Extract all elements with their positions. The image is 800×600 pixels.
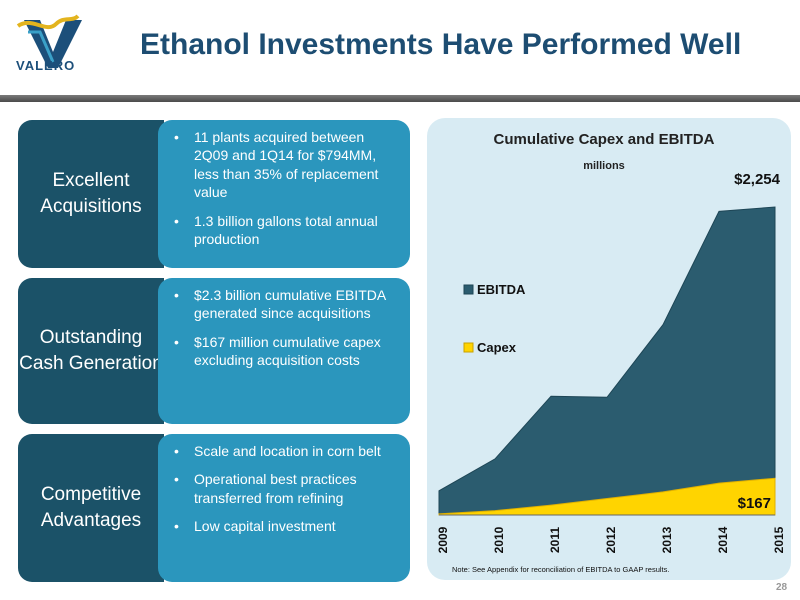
legend-label-capex: Capex <box>477 340 517 355</box>
section-label-cash-generation: Outstanding Cash Generation <box>18 278 164 424</box>
bullet-item: Scale and location in corn belt <box>174 442 400 461</box>
bullet-item: 1.3 billion gallons total annual product… <box>174 212 400 249</box>
section-bullets-acquisitions: 11 plants acquired between 2Q09 and 1Q14… <box>158 120 410 268</box>
bullet-item: 11 plants acquired between 2Q09 and 1Q14… <box>174 128 400 202</box>
bullet-item: Low capital investment <box>174 517 400 536</box>
page-number: 28 <box>776 582 788 593</box>
legend-swatch-ebitda <box>463 284 474 295</box>
page-title: Ethanol Investments Have Performed Well <box>140 28 742 61</box>
annotation-ebitda-total: $2,254 <box>734 171 781 188</box>
legend-swatch-capex <box>463 342 474 353</box>
legend-label-ebitda: EBITDA <box>477 282 526 297</box>
x-tick-label: 2010 <box>492 526 506 553</box>
x-tick-label: 2009 <box>436 526 450 553</box>
footnote: Note: See Appendix for reconciliation of… <box>452 565 670 574</box>
chart-title: Cumulative Capex and EBITDA <box>493 131 715 148</box>
x-tick-label: 2013 <box>660 526 674 553</box>
bullet-item: $167 million cumulative capex excluding … <box>174 333 400 370</box>
chart-subtitle: millions <box>583 160 625 172</box>
x-tick-label: 2011 <box>548 527 562 553</box>
area-series-ebitda <box>438 206 776 516</box>
header-divider <box>0 95 800 102</box>
section-label-acquisitions: Excellent Acquisitions <box>18 120 164 268</box>
section-bullets-cash-generation: $2.3 billion cumulative EBITDA generated… <box>158 278 410 424</box>
valero-logo-icon <box>16 14 82 68</box>
x-tick-label: 2012 <box>604 526 618 553</box>
bullet-item: $2.3 billion cumulative EBITDA generated… <box>174 286 400 323</box>
logo-text: VALERO <box>16 58 76 73</box>
annotation-capex-total: $167 <box>738 495 771 512</box>
x-tick-label: 2015 <box>772 526 786 553</box>
area-series-capex <box>438 477 776 516</box>
section-label-competitive-advantages: Competitive Advantages <box>18 434 164 582</box>
section-bullets-competitive-advantages: Scale and location in corn belt Operatio… <box>158 434 410 582</box>
bullet-item: Operational best practices transferred f… <box>174 470 400 507</box>
x-tick-label: 2014 <box>716 526 730 553</box>
